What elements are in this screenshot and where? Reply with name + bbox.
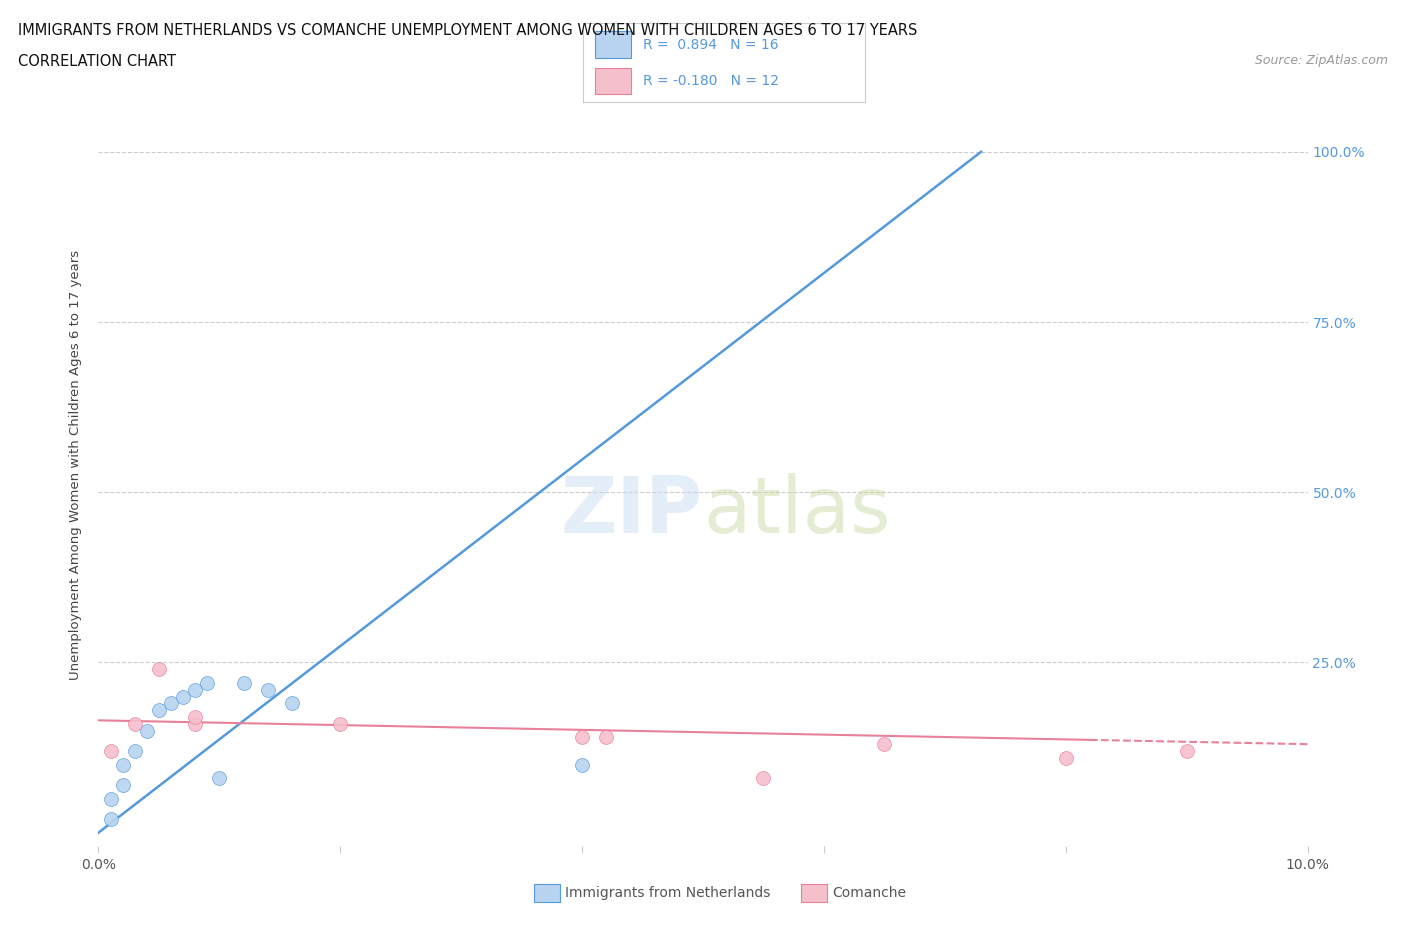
Point <box>148 703 170 718</box>
Point <box>329 716 352 731</box>
Point <box>752 771 775 786</box>
Text: atlas: atlas <box>703 472 890 549</box>
Point <box>100 812 122 827</box>
Point <box>172 689 194 704</box>
Text: ZIP: ZIP <box>561 472 703 549</box>
Point <box>195 675 218 690</box>
Point <box>124 716 146 731</box>
Point <box>100 744 122 759</box>
Point <box>184 683 207 698</box>
Point <box>148 662 170 677</box>
Point <box>160 696 183 711</box>
Y-axis label: Unemployment Among Women with Children Ages 6 to 17 years: Unemployment Among Women with Children A… <box>69 250 83 680</box>
Text: Immigrants from Netherlands: Immigrants from Netherlands <box>565 885 770 900</box>
Point <box>135 724 157 738</box>
Text: IMMIGRANTS FROM NETHERLANDS VS COMANCHE UNEMPLOYMENT AMONG WOMEN WITH CHILDREN A: IMMIGRANTS FROM NETHERLANDS VS COMANCHE … <box>18 23 918 38</box>
Point <box>571 757 593 772</box>
Text: Source: ZipAtlas.com: Source: ZipAtlas.com <box>1254 54 1388 67</box>
Point <box>184 710 207 724</box>
Text: R =  0.894   N = 16: R = 0.894 N = 16 <box>643 37 778 51</box>
Bar <box>595 32 631 58</box>
Point <box>100 791 122 806</box>
Text: R = -0.180   N = 12: R = -0.180 N = 12 <box>643 74 779 88</box>
Point <box>184 716 207 731</box>
Point <box>1175 744 1198 759</box>
Text: CORRELATION CHART: CORRELATION CHART <box>18 54 176 69</box>
Point <box>111 757 134 772</box>
Point <box>124 744 146 759</box>
Point <box>595 730 617 745</box>
Point <box>571 730 593 745</box>
Bar <box>595 68 631 95</box>
Point <box>281 696 304 711</box>
Point <box>873 737 896 751</box>
Text: Comanche: Comanche <box>832 885 907 900</box>
Point <box>232 675 254 690</box>
Point <box>208 771 231 786</box>
Point <box>1054 751 1077 765</box>
Point <box>111 777 134 792</box>
Point <box>256 683 278 698</box>
